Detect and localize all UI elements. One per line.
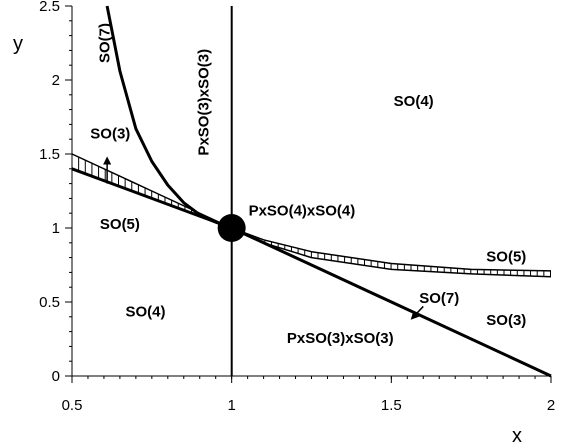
x-tick-label: 0.5 (62, 397, 83, 414)
region-label: SO(5) (100, 216, 140, 233)
region-label: PxSO(3)xSO(3) (195, 49, 212, 156)
region-label: SO(4) (394, 93, 434, 110)
region-label: SO(5) (486, 249, 526, 266)
so7-boundary-curve (105, 5, 233, 230)
x-tick-label: 1.5 (381, 397, 402, 414)
y-tick-label: 2.5 (39, 0, 60, 15)
region-label: SO(4) (125, 303, 165, 320)
region-label: PxSO(3)xSO(3) (287, 330, 394, 347)
x-tick-label: 1 (227, 397, 235, 414)
y-tick-label: 1 (52, 220, 60, 237)
marker-layer (217, 214, 246, 242)
series-layer (71, 5, 552, 378)
annotation-layer: SO(7) PxSO(3)xSO(3) SO(4) SO(3) SO(5) PxSO(4)… (90, 23, 526, 347)
region-label: SO(7) (96, 23, 113, 63)
y-axis-title: y (13, 33, 23, 55)
so5-right-lower-curve (231, 227, 552, 278)
y-tick-label: 1.5 (39, 146, 60, 163)
y-tick-label: 0 (52, 368, 60, 385)
region-label: SO(3) (90, 126, 130, 143)
region-label: SO(3) (486, 312, 526, 329)
critical-point-marker (217, 214, 246, 242)
so5-upper-boundary (71, 153, 233, 229)
x-axis-title: x (512, 425, 522, 447)
y-tick-label: 0.5 (39, 294, 60, 311)
y-tick-label: 2 (52, 72, 60, 89)
so5-right-upper-curve (231, 227, 552, 272)
x-tick-label: 2 (547, 397, 555, 414)
axes: 0.5 1 1.5 200.511.522.5 (39, 0, 555, 414)
region-label: SO(7) (419, 290, 459, 307)
annotation-arrow (410, 305, 424, 320)
region-label: PxSO(4)xSO(4) (249, 203, 356, 220)
